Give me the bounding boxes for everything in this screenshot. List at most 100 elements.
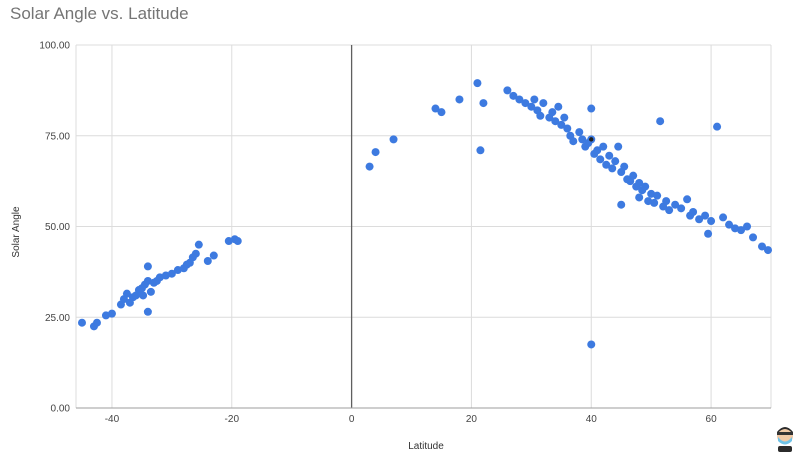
data-point: [614, 142, 623, 151]
data-point: [209, 251, 218, 260]
data-point: [737, 226, 746, 235]
data-point: [725, 220, 734, 229]
y-tick-label: 50.00: [45, 222, 70, 233]
data-point: [617, 200, 626, 209]
data-point: [92, 318, 101, 327]
data-point: [563, 124, 572, 133]
data-point: [695, 215, 704, 224]
data-point: [503, 86, 512, 95]
data-point: [194, 240, 203, 249]
data-point: [701, 211, 710, 220]
data-point: [575, 128, 584, 137]
y-tick-label: 25.00: [45, 313, 70, 324]
data-point: [689, 207, 698, 216]
data-point: [521, 99, 530, 108]
data-point: [662, 197, 671, 206]
data-point: [167, 269, 176, 278]
data-point: [527, 102, 536, 111]
data-point: [620, 162, 629, 171]
data-point: [593, 146, 602, 155]
data-point: [704, 229, 713, 238]
x-tick-label: 60: [706, 414, 718, 425]
y-tick-label: 75.00: [45, 131, 70, 142]
data-point: [683, 195, 692, 204]
data-point: [635, 178, 644, 187]
data-point: [602, 160, 611, 169]
x-tick-label: 40: [586, 414, 598, 425]
data-point: [743, 222, 752, 231]
data-point: [569, 137, 578, 146]
data-point: [77, 318, 86, 327]
y-tick-labels: 0.00 25.00 50.00 75.00 100.00: [39, 41, 70, 415]
data-points: [77, 79, 773, 349]
data-point: [515, 95, 524, 104]
data-point: [536, 111, 545, 120]
zero-axis: [76, 45, 771, 409]
x-tick-label: 20: [466, 414, 478, 425]
x-axis-label: Latitude: [408, 441, 444, 452]
data-point: [107, 309, 116, 318]
data-point: [587, 340, 596, 349]
data-point: [509, 91, 518, 100]
data-point: [656, 117, 665, 126]
data-point: [191, 249, 200, 258]
data-point: [143, 307, 152, 316]
x-tick-label: -20: [225, 414, 240, 425]
data-point: [554, 102, 563, 111]
x-tick-labels: -40 -20 0 20 40 60: [105, 414, 717, 425]
data-point: [539, 99, 548, 108]
data-point: [551, 117, 560, 126]
data-point: [233, 237, 242, 246]
data-point: [560, 113, 569, 122]
data-point: [371, 148, 380, 157]
data-point: [758, 242, 767, 251]
masked-face-icon: [777, 427, 793, 452]
data-point: [608, 164, 617, 173]
data-point: [749, 233, 758, 242]
chart-title: Solar Angle vs. Latitude: [10, 4, 189, 23]
data-point: [650, 198, 659, 207]
data-point: [671, 200, 680, 209]
y-axis-label: Solar Angle: [11, 206, 22, 258]
data-point: [473, 79, 482, 88]
data-point: [587, 104, 596, 113]
highlighted-point: [589, 137, 594, 142]
data-point: [557, 120, 566, 129]
data-point: [641, 182, 650, 191]
data-point: [713, 122, 722, 131]
data-point: [530, 95, 539, 104]
data-point: [143, 262, 152, 271]
data-point: [653, 191, 662, 200]
data-point: [635, 193, 644, 202]
data-point: [605, 151, 614, 160]
data-point: [437, 108, 446, 117]
avatar: [775, 424, 795, 452]
data-point: [611, 157, 620, 166]
data-point: [707, 217, 716, 226]
gridlines: [75, 44, 772, 409]
y-tick-label: 0.00: [51, 404, 71, 415]
data-point: [596, 155, 605, 164]
data-point: [139, 291, 148, 300]
x-tick-label: -40: [105, 414, 120, 425]
data-point: [389, 135, 398, 144]
data-point: [599, 142, 608, 151]
data-point: [719, 213, 728, 222]
data-point: [431, 104, 440, 113]
data-point: [629, 171, 638, 180]
data-point: [476, 146, 485, 155]
data-point: [548, 108, 557, 117]
data-point: [122, 289, 131, 298]
data-point: [677, 204, 686, 213]
data-point: [455, 95, 464, 104]
x-tick-label: 0: [349, 414, 355, 425]
y-tick-label: 100.00: [39, 41, 70, 52]
data-point: [764, 246, 773, 255]
data-point: [146, 287, 155, 296]
data-point: [365, 162, 374, 171]
data-point: [479, 99, 488, 108]
data-point: [203, 256, 212, 265]
data-point: [665, 206, 674, 215]
data-point: [578, 135, 587, 144]
